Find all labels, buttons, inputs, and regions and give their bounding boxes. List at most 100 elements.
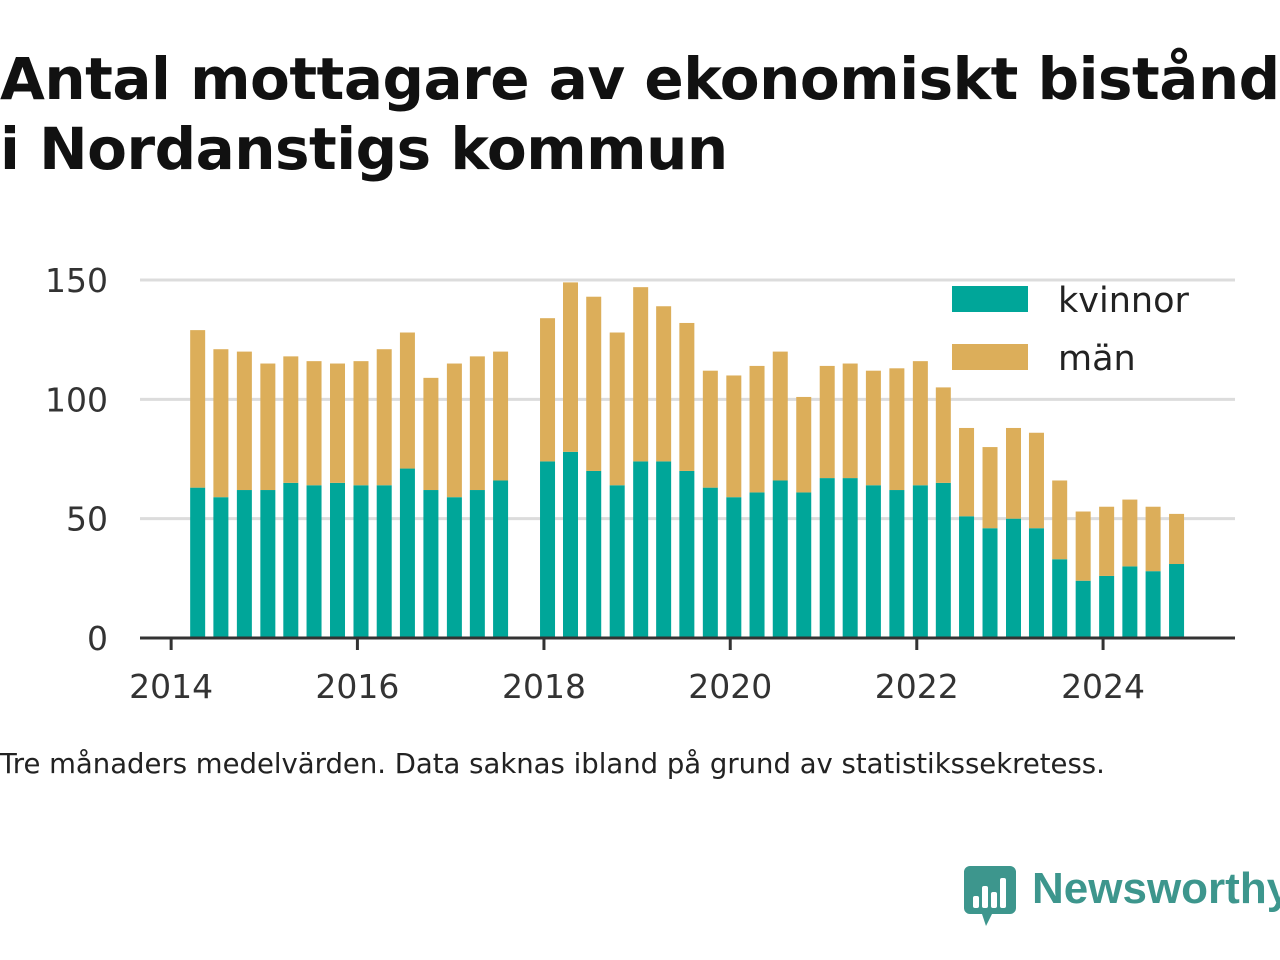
bar-män: [749, 365, 765, 493]
x-axis: 2014 2016 2018 2020 2022 2024: [129, 636, 1235, 706]
bar-kvinnor: [446, 497, 462, 638]
bar-kvinnor: [772, 480, 788, 638]
brand-name: Newsworthy: [1032, 864, 1280, 913]
bar-kvinnor: [1006, 518, 1021, 638]
bar-män: [702, 370, 718, 488]
x-tick-label: 2020: [688, 667, 772, 706]
bar-kvinnor: [306, 485, 322, 638]
bar-män: [1006, 427, 1021, 519]
bar-kvinnor: [726, 497, 742, 638]
y-axis-ticks: 0 50 100 150: [45, 261, 108, 658]
bar-män: [1028, 432, 1044, 529]
newsworthy-logo-icon: [964, 866, 1016, 926]
bar-kvinnor: [1169, 564, 1185, 638]
x-tick-label: 2018: [502, 667, 586, 706]
bar-män: [213, 349, 229, 498]
bar-kvinnor: [982, 528, 998, 638]
bar-män: [399, 332, 415, 469]
bar-män: [912, 361, 928, 486]
stacked-bar-chart: 0 50 100 150 2014 2016 2018 2020 2022 2024 kvinn…: [45, 261, 1235, 706]
bar-män: [563, 282, 578, 452]
legend-label: män: [1058, 339, 1136, 379]
bar-kvinnor: [330, 482, 346, 638]
bar-kvinnor: [865, 485, 881, 638]
legend: kvinnor män: [952, 281, 1189, 379]
bar-män: [260, 363, 276, 491]
bars: [190, 282, 1185, 638]
bar-män: [865, 370, 881, 486]
x-tick-label: 2024: [1061, 667, 1145, 706]
bar-kvinnor: [633, 461, 649, 638]
bar-kvinnor: [1099, 575, 1115, 638]
chart-caption: Tre månaders medelvärden. Data saknas ib…: [0, 748, 1105, 780]
bar-män: [656, 306, 672, 462]
chart-title: Antal mottagare av ekonomiskt bistånd i …: [0, 44, 1280, 184]
bar-kvinnor: [353, 485, 369, 638]
bar-män: [819, 365, 835, 479]
bar-kvinnor: [796, 492, 812, 638]
bar-kvinnor: [912, 485, 928, 638]
bar-kvinnor: [656, 461, 672, 638]
bar-män: [609, 332, 625, 486]
legend-label: kvinnor: [1058, 281, 1189, 321]
x-tick-label: 2014: [129, 667, 213, 706]
bar-kvinnor: [399, 468, 415, 638]
bar-män: [283, 356, 299, 483]
chart-title-line-1: Antal mottagare av ekonomiskt bistånd: [0, 45, 1280, 113]
x-tick-label: 2016: [315, 667, 399, 706]
y-tick-label: 50: [66, 500, 108, 539]
bar-män: [982, 447, 998, 529]
bar-kvinnor: [423, 490, 439, 638]
bar-kvinnor: [1052, 559, 1068, 638]
bar-kvinnor: [1075, 580, 1091, 638]
bar-män: [1122, 499, 1138, 567]
bar-kvinnor: [190, 487, 206, 638]
bar-kvinnor: [469, 490, 485, 638]
bar-män: [446, 363, 462, 498]
bar-män: [540, 318, 556, 462]
bar-män: [889, 368, 905, 491]
bar-män: [586, 296, 602, 471]
bar-män: [796, 396, 812, 493]
bar-kvinnor: [213, 497, 229, 638]
bar-kvinnor: [889, 490, 905, 638]
bar-män: [726, 375, 742, 498]
y-tick-label: 100: [45, 380, 108, 419]
bar-kvinnor: [749, 492, 765, 638]
bar-män: [1052, 480, 1068, 560]
bar-kvinnor: [236, 490, 252, 638]
bar-kvinnor: [1122, 566, 1138, 638]
bar-kvinnor: [609, 485, 625, 638]
bar-kvinnor: [563, 451, 578, 638]
bar-män: [959, 427, 975, 517]
bar-kvinnor: [959, 516, 975, 638]
bar-män: [493, 351, 509, 481]
bar-män: [330, 363, 346, 483]
bar-män: [1145, 506, 1161, 572]
bar-män: [633, 287, 649, 462]
bar-kvinnor: [493, 480, 509, 638]
bar-kvinnor: [1145, 571, 1161, 638]
bar-män: [469, 356, 485, 491]
bar-män: [842, 363, 858, 479]
bar-män: [1075, 511, 1091, 581]
y-tick-label: 150: [45, 261, 108, 300]
bar-kvinnor: [819, 478, 835, 638]
legend-swatch: [952, 344, 1028, 370]
legend-swatch: [952, 286, 1028, 312]
bar-kvinnor: [702, 487, 718, 638]
bar-män: [935, 387, 951, 483]
bar-män: [423, 377, 439, 491]
chart-title-line-2: i Nordanstigs kommun: [0, 115, 728, 183]
bar-män: [376, 349, 392, 486]
bar-män: [1099, 506, 1115, 576]
bar-kvinnor: [283, 482, 299, 638]
bar-män: [679, 322, 695, 471]
bar-män: [236, 351, 252, 491]
bar-män: [1169, 513, 1185, 565]
bar-män: [190, 330, 206, 488]
bar-kvinnor: [679, 470, 695, 638]
bar-män: [353, 361, 369, 486]
bar-kvinnor: [842, 478, 858, 638]
bar-män: [772, 351, 788, 481]
